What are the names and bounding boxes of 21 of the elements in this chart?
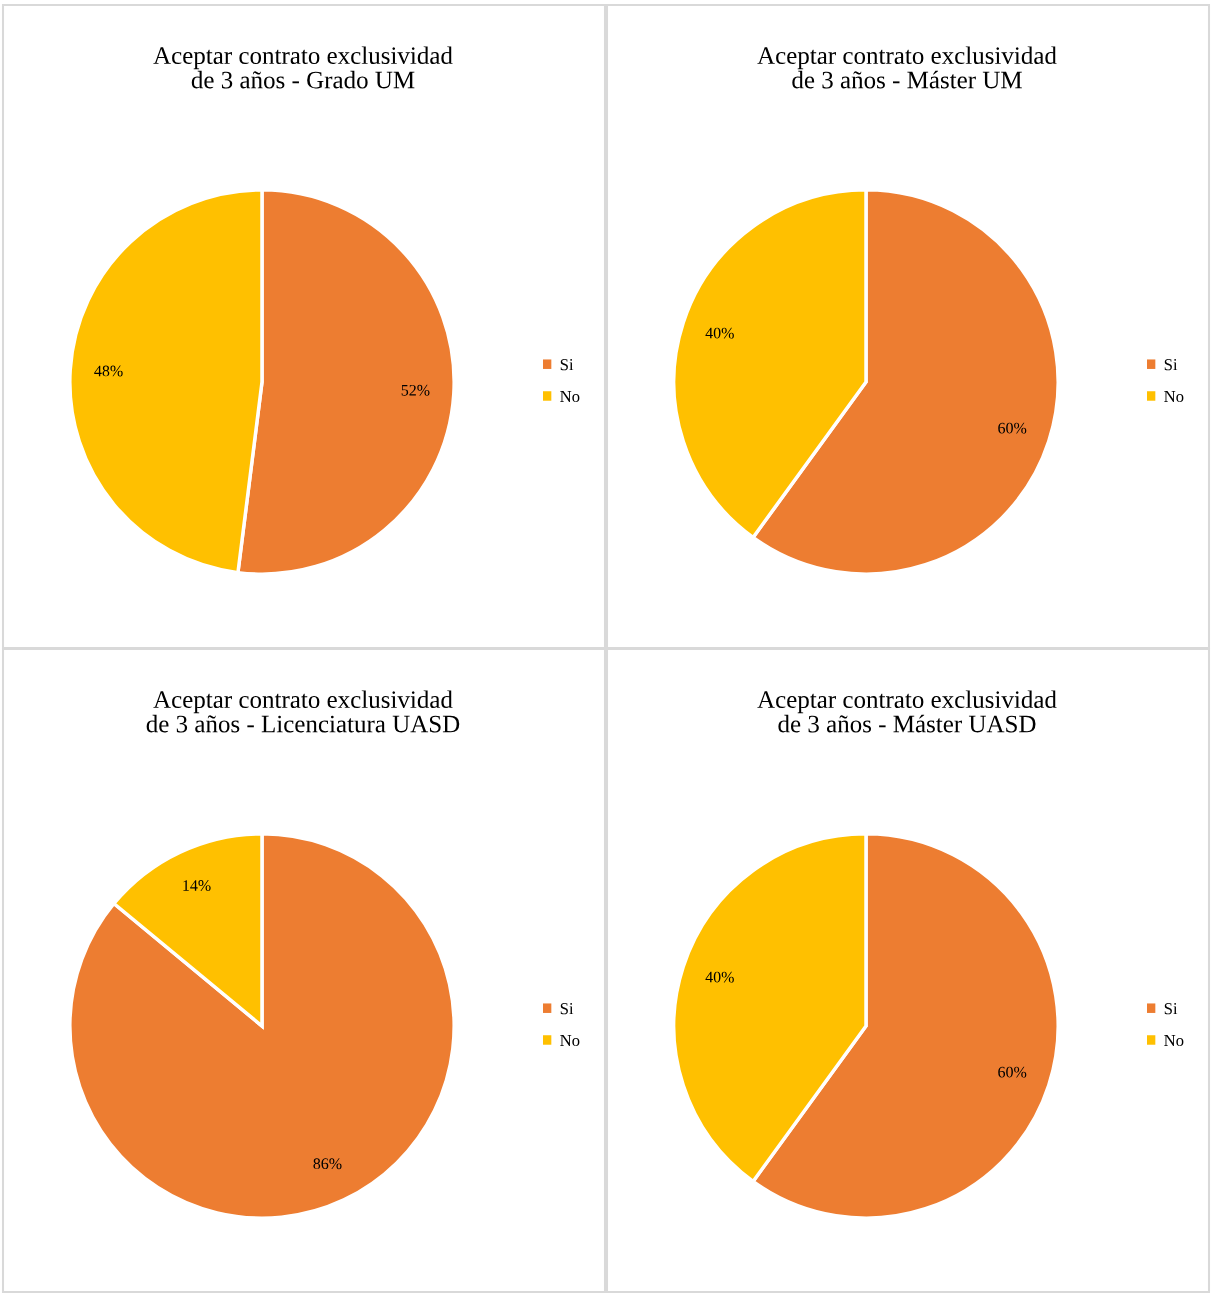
- chart-title: Aceptar contrato exclusividad de 3 años - Licenciatura UASD: [146, 690, 460, 733]
- data-label: 60%: [998, 1066, 1027, 1078]
- data-label: 52%: [401, 384, 430, 396]
- legend-label: No: [560, 1034, 580, 1047]
- legend-label: No: [1164, 390, 1184, 403]
- legend-label: Si: [560, 359, 574, 371]
- data-label: 14%: [183, 880, 211, 891]
- chart-title: Aceptar contrato exclusividad de 3 años - Grado UM: [153, 46, 453, 89]
- chart-title: Aceptar contrato exclusividad de 3 años - Máster UM: [757, 46, 1057, 89]
- data-label: 40%: [705, 327, 734, 339]
- legend-label: Si: [1164, 359, 1178, 371]
- data-label: 48%: [94, 365, 123, 377]
- legend-label: Si: [1164, 1003, 1178, 1015]
- legend-label: Si: [560, 1003, 574, 1015]
- legend-label: No: [1164, 1034, 1184, 1047]
- data-label: 86%: [313, 1158, 342, 1170]
- legend-label: No: [560, 390, 580, 403]
- chart-title: Aceptar contrato exclusividad de 3 años - Máster UASD: [757, 690, 1057, 733]
- pie-slice: [68, 832, 456, 1220]
- data-label: 40%: [705, 971, 734, 983]
- data-label: 60%: [998, 422, 1027, 434]
